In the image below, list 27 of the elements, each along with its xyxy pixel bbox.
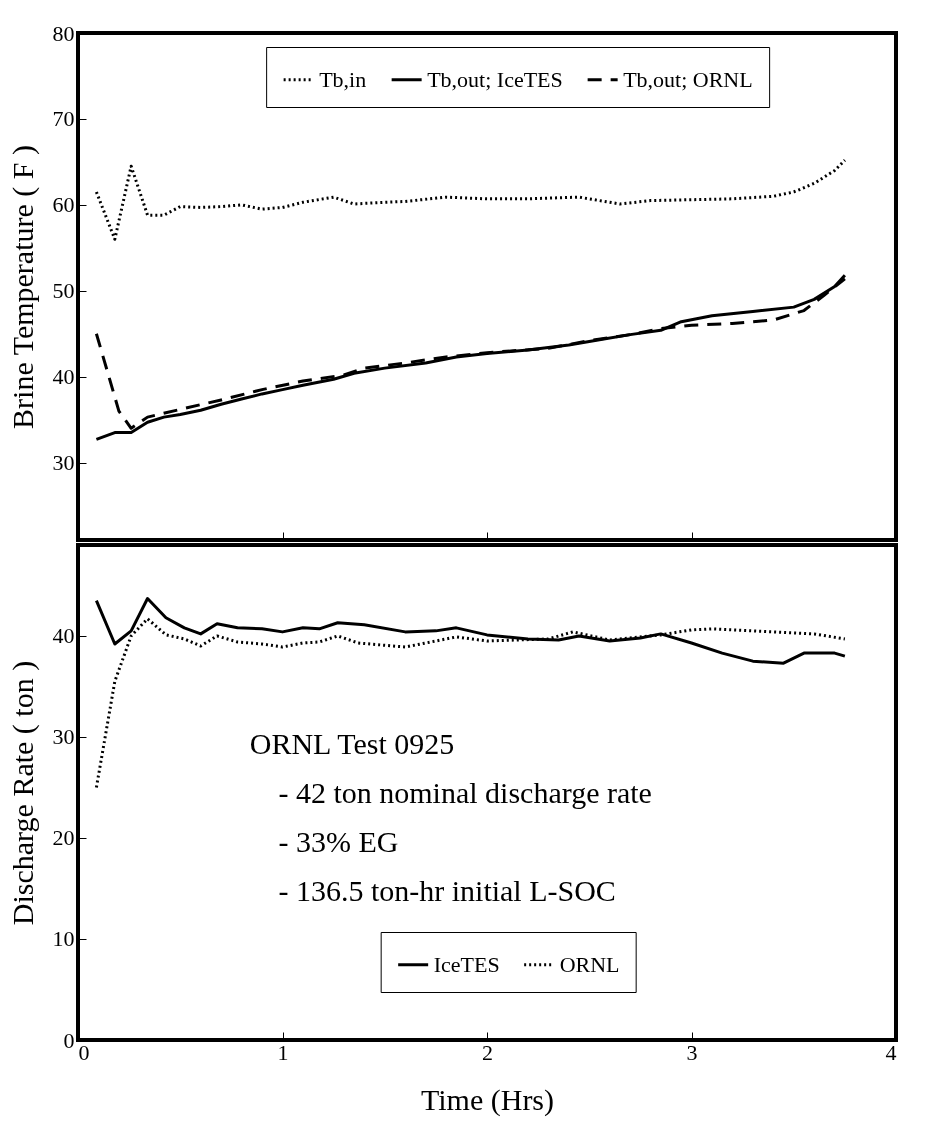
y-tick-label: 40: [52, 623, 75, 649]
legend-label: Tb,out; IceTES: [427, 66, 563, 92]
annotation: - 33% EG: [278, 825, 399, 859]
x-axis-title: Time (Hrs): [420, 1082, 555, 1117]
line-series: [94, 158, 847, 241]
x-tick-label: 1: [277, 1039, 289, 1065]
y-tick-label: 70: [52, 106, 75, 132]
x-tick-label: 3: [686, 1039, 698, 1065]
y-tick-label: 30: [52, 450, 75, 476]
legend-label: Tb,out; ORNL: [623, 66, 753, 92]
legend-label: Tb,in: [319, 66, 367, 92]
y-tick-label: 80: [52, 20, 75, 46]
y-tick-label: 60: [52, 192, 75, 218]
y-tick-label: 50: [52, 278, 75, 304]
y-axis-title: Discharge Rate ( ton ): [5, 660, 40, 926]
y-tick-label: 40: [52, 364, 75, 390]
legend-label: ORNL: [559, 951, 620, 977]
x-tick-label: 2: [482, 1039, 493, 1065]
y-tick-label: 20: [52, 825, 75, 851]
y-axis-title: Brine Temperature ( F ): [5, 145, 40, 429]
annotation: - 136.5 ton-hr initial L-SOC: [278, 874, 616, 908]
y-tick-label: 10: [52, 926, 75, 952]
annotation: ORNL Test 0925: [249, 727, 455, 761]
legend-label: IceTES: [433, 951, 500, 977]
y-tick-label: 30: [52, 724, 75, 750]
x-tick-label: 4: [885, 1039, 897, 1065]
annotation: - 42 ton nominal discharge rate: [278, 776, 652, 810]
